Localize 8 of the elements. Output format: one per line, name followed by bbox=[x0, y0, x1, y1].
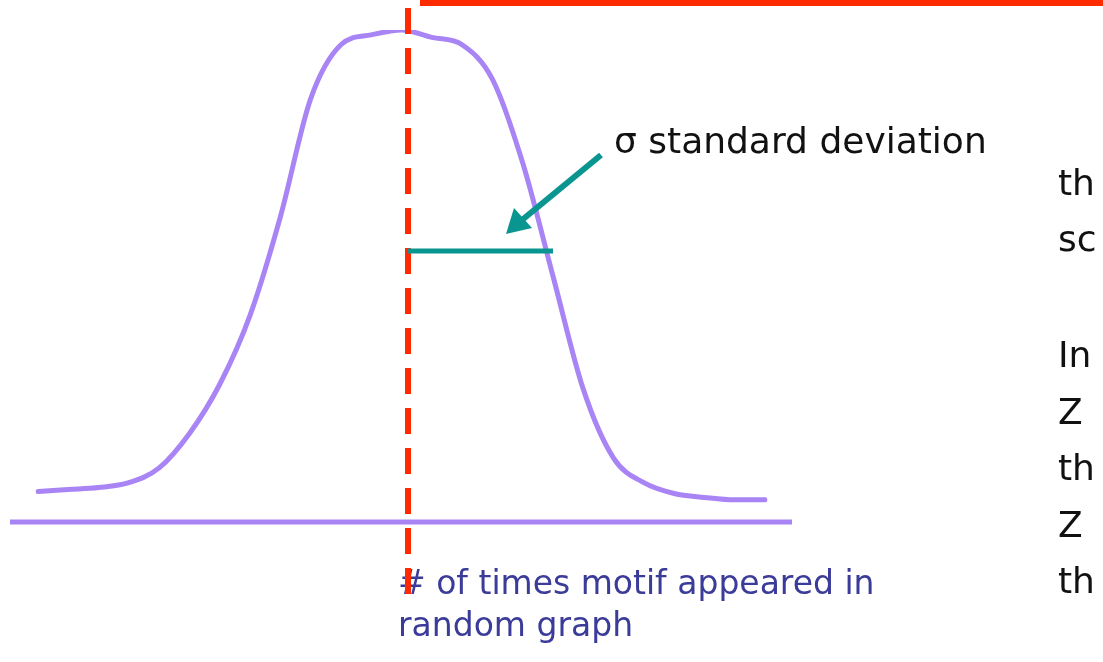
text: th bbox=[1058, 447, 1095, 489]
text: Z bbox=[1058, 504, 1083, 546]
text: sc bbox=[1058, 218, 1097, 260]
text: Z bbox=[1058, 391, 1083, 433]
annotation: σ standard deviation bbox=[614, 120, 987, 162]
text: In bbox=[1058, 334, 1092, 376]
text: th bbox=[1058, 560, 1095, 602]
text: th bbox=[1058, 162, 1095, 204]
